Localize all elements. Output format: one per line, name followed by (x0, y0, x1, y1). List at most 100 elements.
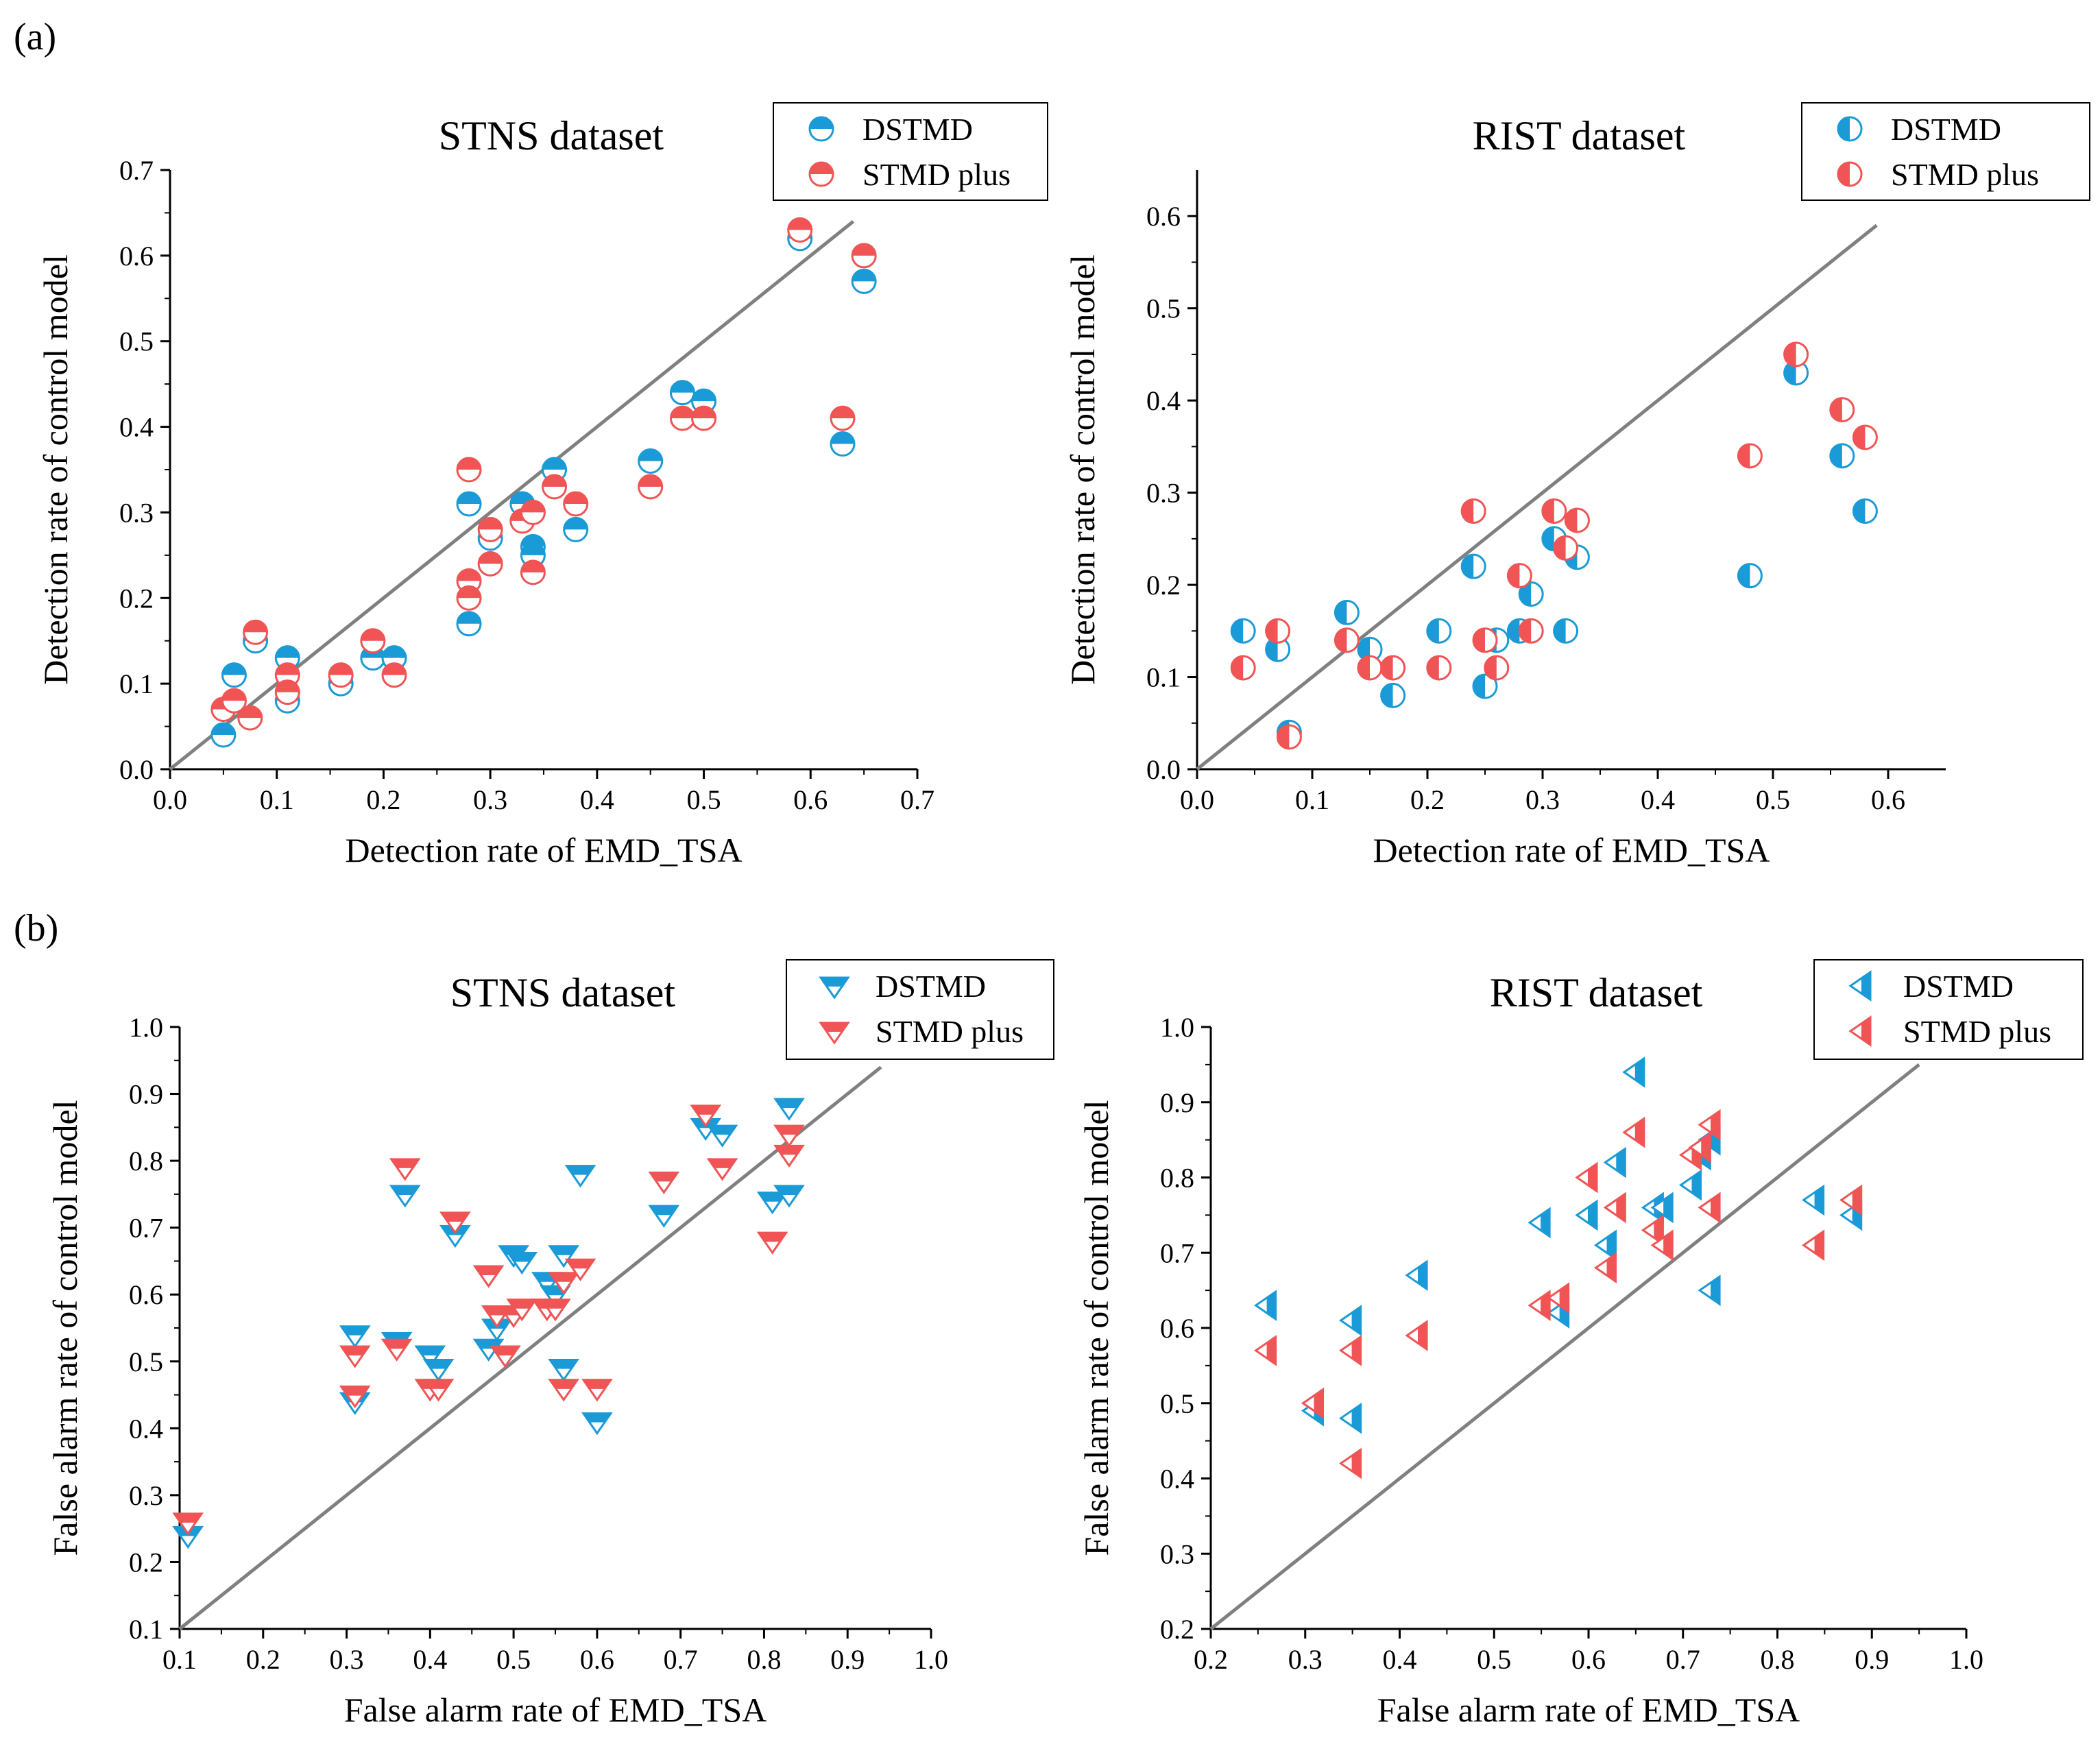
point-marker-fill (1853, 425, 1866, 449)
data-point (564, 1165, 596, 1188)
point-marker-fill (383, 1340, 411, 1349)
data-point (1650, 1229, 1674, 1261)
point-marker-fill (1565, 508, 1578, 532)
point-marker-fill (1542, 499, 1554, 523)
point-marker-fill (424, 1360, 452, 1369)
data-point (1333, 599, 1360, 625)
y-axis-label: Detection rate of control model (36, 254, 75, 685)
point-marker-fill (1554, 619, 1566, 643)
diagonal-reference-line (1196, 223, 1878, 771)
y-tick-label: 0.2 (1146, 570, 1181, 601)
data-point (1472, 627, 1498, 653)
data-point (1839, 1184, 1863, 1216)
y-tick-label: 0.5 (119, 326, 154, 357)
x-tick-label: 0.6 (793, 784, 828, 815)
point-marker-fill (775, 1099, 803, 1109)
data-point (830, 405, 856, 431)
point-marker-fill (775, 1126, 803, 1135)
data-point (439, 1211, 471, 1235)
chart-title: STNS dataset (439, 113, 664, 158)
x-tick-label: 0.4 (580, 784, 614, 815)
point-marker-fill (1738, 564, 1750, 588)
y-tick-label: 0.6 (129, 1279, 163, 1310)
x-tick-label: 0.3 (1525, 784, 1560, 815)
legend-marker-fill (1838, 117, 1850, 141)
data-point (1380, 682, 1406, 708)
y-tick-label: 0.4 (129, 1413, 163, 1444)
data-point (1380, 655, 1406, 681)
x-tick-label: 0.3 (1288, 1644, 1323, 1675)
data-point (773, 1124, 805, 1148)
legend-label: STMD plus (876, 1014, 1024, 1049)
point-marker-fill (391, 1185, 419, 1195)
y-tick-label: 0.5 (1146, 293, 1181, 324)
data-point (520, 559, 546, 585)
data-point (1698, 1192, 1721, 1224)
y-tick-label: 1.0 (1160, 1012, 1194, 1043)
data-point (520, 499, 546, 525)
y-tick-label: 0.4 (1160, 1464, 1194, 1495)
point-marker-fill (1814, 1186, 1824, 1214)
point-marker-fill (583, 1413, 611, 1423)
data-point (1518, 581, 1544, 607)
point-marker-fill (341, 1326, 369, 1336)
point-marker-fill (1738, 444, 1750, 468)
point-marker-fill (550, 1272, 578, 1282)
x-tick-label: 0.9 (830, 1644, 865, 1675)
point-marker-fill (457, 492, 481, 504)
point-marker-fill (1358, 656, 1370, 680)
point-marker-fill (550, 1360, 578, 1369)
data-point (456, 457, 482, 483)
data-point (756, 1192, 788, 1215)
data-point (773, 1185, 805, 1208)
x-tick-label: 0.8 (747, 1644, 781, 1675)
legend: DSTMD STMD plus (1813, 959, 2084, 1060)
legend-entry: STMD plus (1837, 157, 2039, 192)
data-point (1801, 1184, 1825, 1216)
point-marker-fill (542, 458, 566, 470)
y-tick-label: 0.8 (129, 1146, 163, 1176)
point-marker-fill (775, 1185, 803, 1195)
legend: DSTMD STMD plus (786, 959, 1054, 1060)
data-point (1698, 1274, 1721, 1306)
y-tick-label: 0.4 (1146, 385, 1181, 416)
data-point (1593, 1229, 1617, 1261)
data-point (1783, 360, 1809, 386)
point-marker-fill (508, 1299, 536, 1309)
point-marker-fill (457, 569, 481, 581)
point-marker-fill (1335, 601, 1347, 625)
y-tick-label: 0.3 (119, 497, 154, 528)
x-tick-label: 0.0 (1180, 784, 1214, 815)
data-point (1622, 1116, 1645, 1148)
point-marker-fill (1711, 1194, 1720, 1222)
data-point (1593, 1252, 1617, 1284)
point-marker-fill (479, 552, 503, 564)
x-tick-label: 0.2 (1194, 1644, 1228, 1675)
y-axis-label: Detection rate of control model (1063, 254, 1102, 685)
point-marker-fill (1427, 656, 1439, 680)
point-marker-fill (1266, 1336, 1276, 1364)
data-point (1603, 1192, 1626, 1224)
data-point (830, 431, 856, 457)
point-marker-fill (1554, 536, 1566, 560)
point-marker-fill (1462, 499, 1474, 523)
data-point (648, 1205, 680, 1228)
point-marker-fill (329, 663, 353, 675)
legend-label: STMD plus (862, 157, 1011, 192)
data-point (1405, 1320, 1428, 1351)
data-point (1553, 618, 1579, 644)
data-point (1541, 498, 1567, 524)
data-point (1603, 1146, 1626, 1179)
data-point (1254, 1290, 1277, 1321)
point-marker-fill (479, 518, 503, 530)
x-axis-label: False alarm rate of EMD_TSA (1377, 1691, 1800, 1729)
x-tick-label: 0.7 (900, 784, 934, 815)
legend-entry: DSTMD (1848, 969, 2014, 1004)
x-tick-label: 0.2 (246, 1644, 280, 1675)
data-point (1338, 1447, 1362, 1479)
data-point (520, 542, 546, 568)
y-tick-label: 0.1 (119, 668, 154, 699)
data-point (1737, 563, 1763, 589)
data-point (172, 1512, 204, 1536)
